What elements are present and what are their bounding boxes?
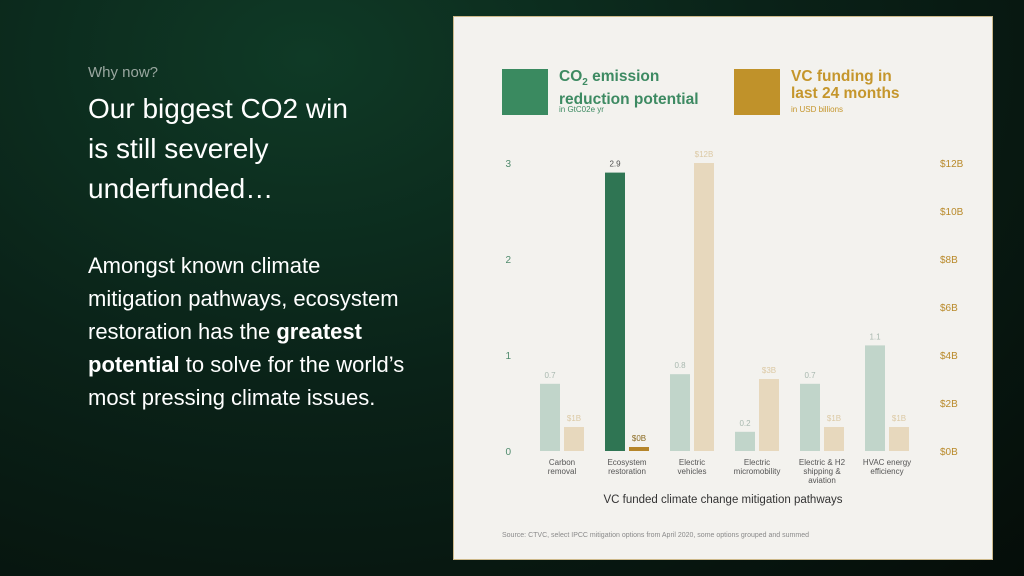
headline-line-2: is still severely [88,133,269,164]
headline-line-3: underfunded… [88,173,274,204]
bar-emission [540,383,560,451]
data-label-funding: $3B [762,366,776,375]
data-label-funding: $12B [695,150,714,159]
bar-funding [759,379,779,451]
category-label: micromobility [734,467,781,476]
x-axis-title: VC funded climate change mitigation path… [603,494,842,506]
source-note: Source: CTVC, select IPCC mitigation opt… [502,532,809,539]
category-label: Electric [744,458,770,467]
bar-funding [629,447,649,451]
right-axis-tick-label: $2B [940,399,958,410]
left-axis-tick-label: 1 [505,351,511,362]
data-label-emission: 0.8 [674,361,686,370]
data-label-emission: 0.7 [804,371,816,380]
right-axis-tick-label: $0B [940,447,958,458]
bar-emission [670,374,690,451]
right-axis-tick-label: $4B [940,351,958,362]
category-label: removal [548,467,577,476]
data-label-funding: $1B [892,414,906,423]
data-label-emission: 2.9 [609,160,621,169]
category-label: Ecosystem [607,458,646,467]
data-label-emission: 1.1 [869,332,881,341]
left-axis-tick-label: 2 [505,255,511,266]
category-label: Carbon [549,458,575,467]
bar-chart: 0123$0B$2B$4B$6B$8B$10B$12B0.7$1BCarbonr… [505,150,964,506]
body-after: to solve for the world’s most pressing c… [88,352,405,410]
bar-funding [694,163,714,451]
bar-funding [889,427,909,451]
category-label: shipping & [803,467,841,476]
body-before: Amongst known climate mitigation pathway… [88,253,399,344]
bar-funding [824,427,844,451]
category-label: Electric & H2 [799,458,846,467]
data-label-emission: 0.2 [739,419,751,428]
right-axis-tick-label: $8B [940,255,958,266]
slide-text: Why now? Our biggest CO2 win is still se… [88,64,408,414]
data-label-funding: $1B [567,414,581,423]
bar-emission [735,431,755,451]
data-label-funding: $1B [827,414,841,423]
headline: Our biggest CO2 win is still severely un… [88,89,408,209]
bar-emission [865,345,885,451]
body-text: Amongst known climate mitigation pathway… [88,249,408,414]
category-label: HVAC energy [863,458,911,467]
category-label: Electric [679,458,705,467]
right-axis-tick-label: $6B [940,303,958,314]
bar-emission [800,383,820,451]
data-label-emission: 0.7 [544,371,556,380]
bar-emission [605,172,625,451]
category-label: restoration [608,467,646,476]
data-label-funding: $0B [632,434,646,443]
category-label: efficiency [870,467,903,476]
bar-funding [564,427,584,451]
legend-swatch-emission [502,69,548,115]
eyebrow: Why now? [88,64,159,81]
category-label: aviation [808,476,836,485]
chart-card: CO2 emission reduction potential in GtC02… [453,16,993,560]
right-axis-tick-label: $12B [940,159,964,170]
right-axis-tick-label: $10B [940,207,964,218]
left-axis-tick-label: 3 [505,159,511,170]
left-axis-tick-label: 0 [505,447,511,458]
headline-line-1: Our biggest CO2 win [88,93,348,124]
body-strong: greatest potential [88,319,362,377]
legend-unit-funding: in USD billions [791,105,844,114]
legend-title-emission: CO2 emission reduction potential [559,68,699,109]
category-label: vehicles [678,467,707,476]
legend-swatch-funding [734,69,780,115]
legend-unit-emission: in GtC02e yr [559,105,604,114]
legend-title-funding: VC funding in last 24 months [791,68,900,102]
